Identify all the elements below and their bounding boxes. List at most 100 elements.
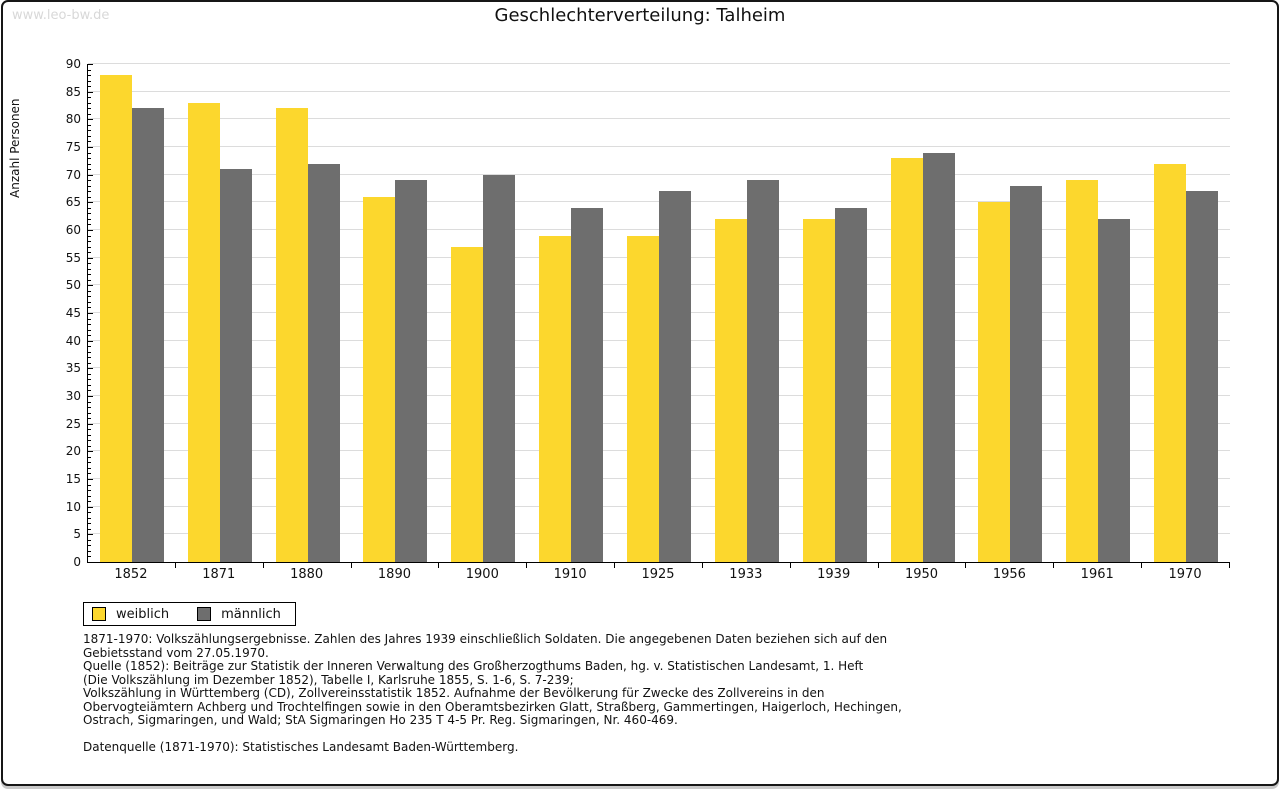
y-tick (88, 550, 91, 552)
bar-männlich-1933 (746, 180, 779, 562)
y-tick (88, 335, 91, 337)
y-tick (88, 64, 93, 65)
bar-group-1970 (1154, 64, 1219, 562)
x-tick-label-1950: 1950 (904, 567, 939, 582)
legend-swatch-maennlich (197, 607, 212, 621)
bar-männlich-1890 (395, 180, 428, 562)
y-tick (88, 396, 93, 397)
bar-weiblich-1871 (187, 102, 220, 562)
x-tick (1229, 563, 1230, 568)
y-tick (88, 462, 91, 464)
x-tick-label-1933: 1933 (729, 567, 763, 582)
y-tick (88, 456, 91, 458)
y-tick (88, 141, 91, 143)
bar-weiblich-1933 (714, 218, 747, 562)
x-tick (174, 563, 176, 568)
y-tick (88, 307, 91, 309)
y-tick (88, 490, 91, 492)
footnote-line: Volkszählung in Württemberg (CD), Zollve… (83, 686, 825, 700)
y-tick (88, 556, 91, 558)
y-tick (88, 423, 93, 425)
y-tick (88, 158, 91, 160)
y-axis-label: Anzahl Personen (8, 98, 22, 198)
bar-männlich-1880 (307, 163, 340, 562)
bar-weiblich-1852 (99, 75, 132, 562)
y-tick (88, 429, 91, 431)
bar-series-container (88, 64, 1230, 562)
y-tick (88, 174, 93, 176)
y-tick (88, 324, 91, 326)
x-tick-label-1871: 1871 (202, 567, 236, 582)
y-tick (88, 379, 91, 381)
y-tick (88, 440, 91, 442)
x-tick (701, 563, 703, 568)
y-tick (88, 412, 91, 414)
legend-item-weiblich: weiblich (92, 607, 169, 622)
y-tick-label-70: 70 (65, 167, 81, 182)
y-tick (88, 373, 91, 375)
y-tick-label-50: 50 (65, 278, 81, 293)
y-tick (88, 130, 91, 132)
y-tick-label-35: 35 (65, 361, 81, 376)
y-tick (88, 119, 93, 121)
x-tick (438, 563, 440, 568)
x-tick-label-1910: 1910 (553, 567, 587, 582)
plot-area (87, 63, 1230, 563)
y-tick (88, 346, 91, 348)
bar-weiblich-1880 (275, 108, 308, 562)
y-tick (88, 218, 91, 220)
y-tick (88, 362, 91, 364)
bar-group-1900 (451, 64, 516, 562)
footnote-line: Quelle (1852): Beiträge zur Statistik de… (83, 659, 864, 673)
y-tick (88, 445, 91, 447)
y-tick (88, 418, 91, 420)
footnotes: 1871-1970: Volkszählungsergebnisse. Zahl… (83, 632, 923, 754)
y-tick-label-75: 75 (65, 140, 81, 154)
gridline-75 (88, 146, 1230, 147)
y-tick-label-40: 40 (65, 333, 81, 348)
y-tick (88, 340, 93, 342)
x-tick-label-1900: 1900 (465, 567, 499, 582)
bar-männlich-1871 (219, 169, 252, 562)
y-tick (88, 213, 91, 215)
x-tick (877, 563, 879, 568)
gridline-80 (88, 118, 1230, 120)
y-tick (88, 407, 91, 409)
y-tick-label-15: 15 (65, 472, 81, 486)
x-tick-label-1939: 1939 (817, 567, 851, 582)
y-tick (88, 473, 91, 475)
bar-weiblich-1939 (802, 218, 835, 562)
bar-männlich-1950 (922, 152, 955, 562)
bar-männlich-1961 (1098, 218, 1131, 562)
bar-weiblich-1950 (890, 158, 923, 562)
footnote-datasource: Datenquelle (1871-1970): Statistisches L… (83, 739, 519, 754)
y-tick (88, 246, 91, 248)
gridline-90 (88, 63, 1230, 64)
x-tick (614, 563, 616, 568)
y-tick (88, 401, 91, 403)
y-tick-label-85: 85 (65, 84, 81, 99)
y-tick (88, 241, 91, 243)
x-tick (350, 563, 352, 568)
y-tick (88, 451, 93, 453)
y-tick (88, 169, 91, 171)
bar-weiblich-1961 (1066, 180, 1099, 562)
y-tick (88, 479, 93, 480)
y-tick-label-65: 65 (65, 195, 81, 210)
y-tick (88, 180, 91, 182)
y-tick-label-30: 30 (65, 389, 81, 403)
y-tick (88, 501, 91, 503)
bar-group-1890 (363, 64, 428, 562)
footnote-line: Obervogteiämtern Achberg und Trochtelfin… (83, 699, 902, 714)
x-tick (965, 563, 967, 568)
y-tick (88, 86, 91, 88)
x-tick-label-1890: 1890 (377, 567, 411, 582)
y-tick-label-20: 20 (65, 444, 81, 459)
footnote-line: (Die Volkszählung im Dezember 1852), Tab… (83, 672, 574, 687)
bar-group-1871 (187, 64, 252, 562)
y-tick (88, 124, 91, 126)
gridline-85 (88, 90, 1230, 92)
chart-title: Geschlechterverteilung: Talheim (494, 5, 786, 26)
y-tick (88, 368, 93, 370)
